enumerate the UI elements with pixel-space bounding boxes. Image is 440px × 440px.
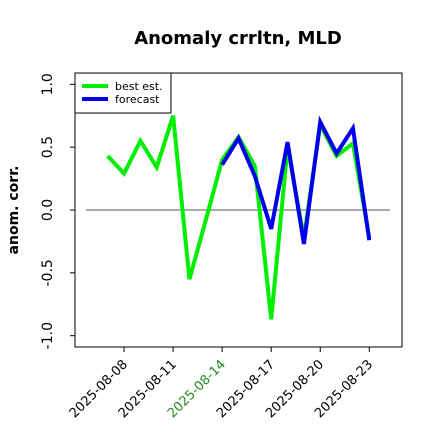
chart-title: Anomaly crrltn, MLD: [134, 28, 342, 49]
y-axis-label: anom. corr.: [6, 166, 22, 255]
y-tick-label: 1.0: [40, 73, 56, 95]
legend-label: forecast: [115, 93, 160, 106]
series-line: [106, 115, 372, 320]
legend-box: [74, 72, 172, 114]
y-tick-label: -0.5: [40, 259, 56, 286]
y-tick-label: 0.5: [40, 136, 56, 158]
y-tick-label: 0.0: [40, 199, 56, 221]
y-tick-label: -1.0: [40, 322, 56, 349]
series-line: [220, 115, 372, 245]
legend-label: best est.: [115, 80, 163, 93]
